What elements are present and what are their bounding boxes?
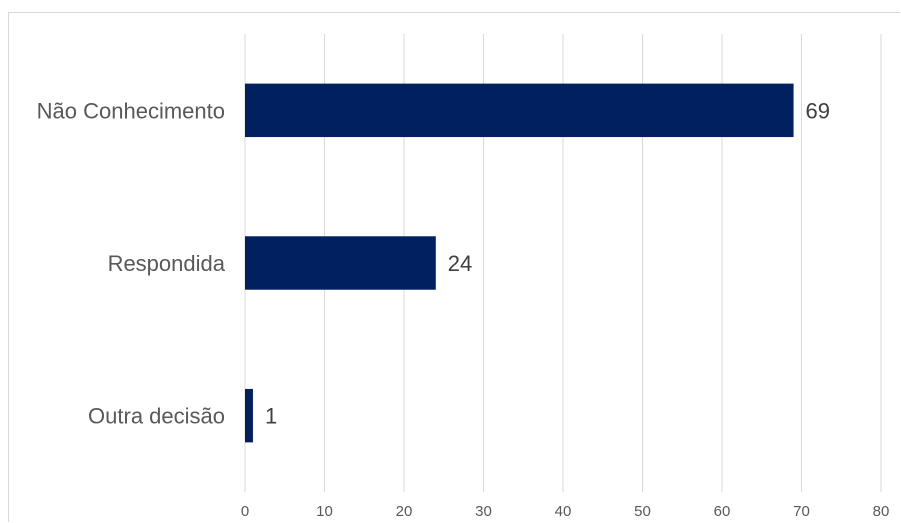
bar xyxy=(245,236,436,290)
category-label: Outra decisão xyxy=(88,404,225,429)
bars xyxy=(245,83,794,443)
category-label: Respondida xyxy=(108,251,226,276)
data-label: 24 xyxy=(448,251,472,276)
x-tick-label: 50 xyxy=(634,503,651,520)
data-label: 69 xyxy=(806,98,830,123)
data-labels: 69 24 1 xyxy=(265,98,830,428)
x-tick-label: 70 xyxy=(793,503,810,520)
bar xyxy=(245,388,253,443)
data-label: 1 xyxy=(265,404,277,429)
x-tick-label: 40 xyxy=(555,503,572,520)
x-tick-label: 20 xyxy=(396,503,413,520)
x-tick-label: 0 xyxy=(241,503,249,520)
category-labels: Não Conhecimento Respondida Outra decisão xyxy=(37,98,226,428)
x-tick-label: 80 xyxy=(873,503,890,520)
category-label: Não Conhecimento xyxy=(37,98,225,123)
x-tick-label: 10 xyxy=(316,503,333,520)
chart-frame xyxy=(8,12,900,522)
x-tick-label: 60 xyxy=(714,503,731,520)
x-axis-tick-labels: 0 10 20 30 40 50 60 70 80 xyxy=(241,503,890,520)
bar xyxy=(245,83,794,138)
x-tick-label: 30 xyxy=(475,503,492,520)
